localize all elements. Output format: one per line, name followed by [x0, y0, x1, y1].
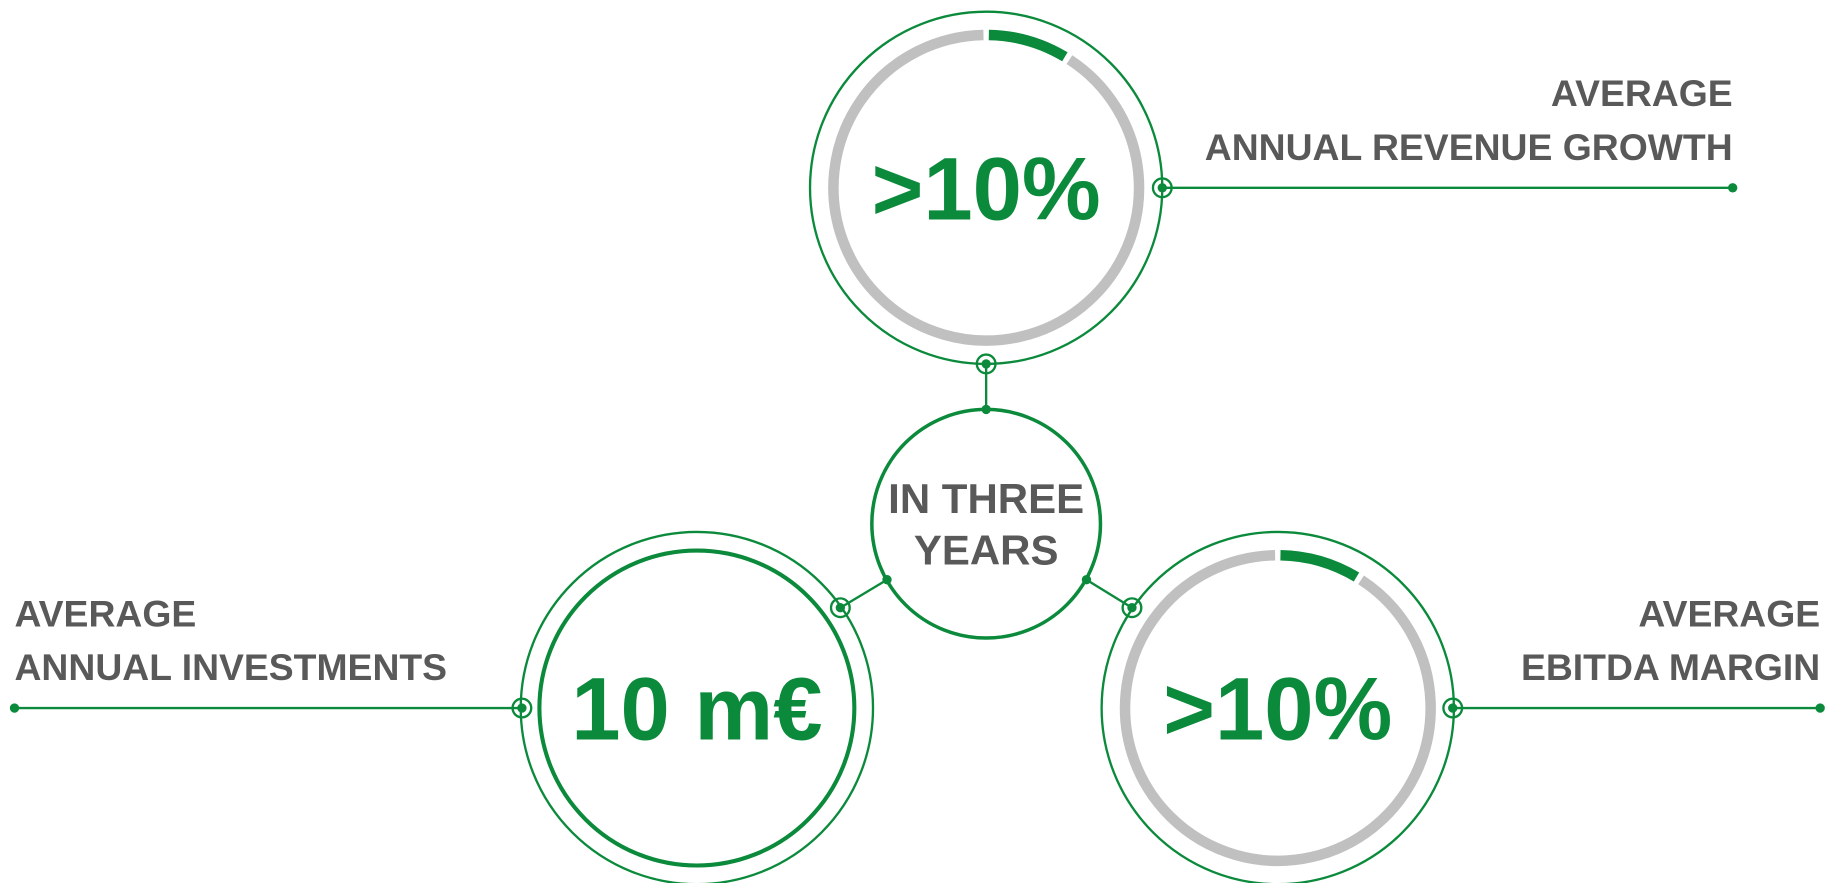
- node-dot: [1815, 703, 1825, 713]
- node-ring: [829, 597, 851, 619]
- progress-track: [828, 29, 1145, 346]
- value: 10 m€: [571, 660, 822, 759]
- value: >10%: [1163, 660, 1392, 759]
- node-dot: [835, 603, 846, 613]
- connectors: [9, 177, 1825, 719]
- node-dot: [1448, 703, 1458, 713]
- connector: [839, 578, 888, 609]
- node-ring: [1121, 597, 1143, 619]
- node-dot: [1127, 603, 1137, 613]
- node-ring: [1442, 697, 1464, 719]
- label: ANNUAL REVENUE GROWTH: [1205, 126, 1733, 168]
- ebitda-circle: >10%: [1100, 530, 1456, 883]
- value: >10%: [872, 139, 1101, 238]
- progress-arc: [988, 29, 1068, 62]
- node-dot: [1081, 575, 1092, 585]
- label: AVERAGE: [1638, 592, 1820, 634]
- node-ring: [975, 353, 997, 375]
- node-dot: [517, 703, 527, 713]
- connector: [1085, 578, 1133, 609]
- center-text: IN THREE: [888, 475, 1084, 522]
- node-dot: [1728, 183, 1738, 193]
- node-ring: [1151, 177, 1173, 199]
- progress-track: [1119, 549, 1436, 867]
- inner-ring: [537, 548, 857, 868]
- ring: [870, 407, 1103, 640]
- node-dot: [981, 359, 991, 369]
- node-dot: [1157, 183, 1167, 193]
- node-ring: [511, 697, 533, 719]
- center-circle: IN THREE YEARS: [870, 407, 1103, 640]
- label: ANNUAL INVESTMENTS: [15, 646, 448, 688]
- label: AVERAGE: [1551, 72, 1733, 114]
- node-dot: [981, 404, 991, 415]
- progress-arc: [1280, 549, 1360, 582]
- center-text: YEARS: [914, 527, 1059, 574]
- node-dot: [882, 575, 892, 585]
- node-dot: [9, 703, 20, 713]
- revenue-circle: >10%: [808, 10, 1164, 366]
- investments-circle: 10 m€: [519, 530, 875, 883]
- label: EBITDA MARGIN: [1521, 646, 1820, 688]
- label: AVERAGE: [15, 592, 197, 634]
